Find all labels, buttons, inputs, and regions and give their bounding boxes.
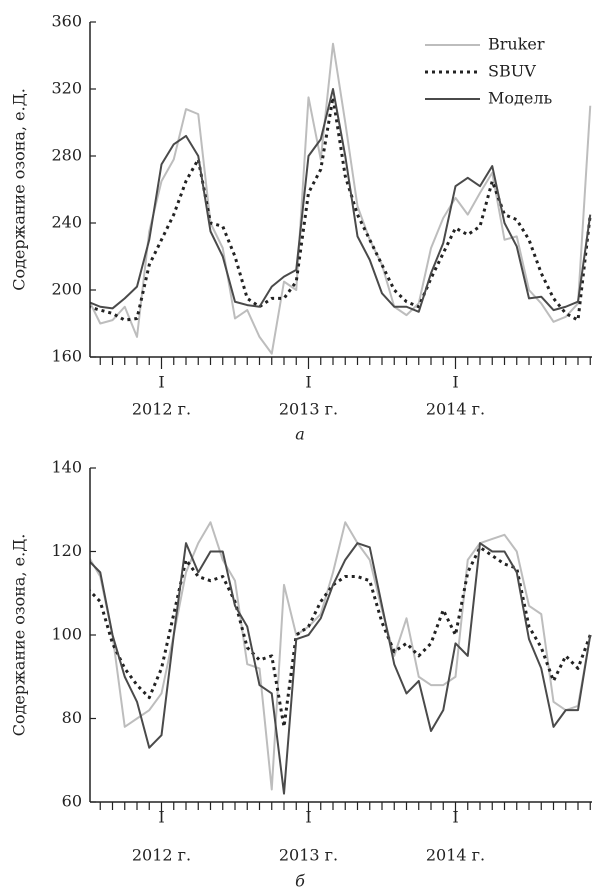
- y-tick-label: 320: [51, 79, 82, 98]
- series-line: [90, 95, 592, 322]
- series-line: [90, 88, 592, 313]
- x-tick-label: I: [158, 373, 164, 392]
- series-line: [90, 521, 592, 791]
- legend-label: Bruker: [488, 35, 545, 54]
- year-label: 2014 г.: [426, 846, 485, 865]
- y-tick-label: 200: [51, 280, 82, 299]
- y-axis-label: Содержание озона, е.Д.: [10, 88, 29, 291]
- year-label: 2012 г.: [132, 400, 191, 419]
- series-line: [90, 42, 592, 355]
- series-line: [90, 542, 592, 795]
- y-tick-label: 160: [51, 347, 82, 366]
- y-tick-label: 280: [51, 146, 82, 165]
- y-tick-label: 80: [62, 708, 82, 727]
- x-tick-label: I: [305, 808, 311, 827]
- year-label: 2013 г.: [279, 846, 338, 865]
- y-tick-label: 120: [51, 541, 82, 560]
- legend-label: SBUV: [488, 62, 536, 81]
- x-tick-label: I: [305, 373, 311, 392]
- year-label: 2012 г.: [132, 846, 191, 865]
- x-tick-label: I: [452, 373, 458, 392]
- series-line: [90, 545, 592, 729]
- panel-label: а: [295, 425, 305, 444]
- y-tick-label: 140: [51, 458, 82, 477]
- y-tick-label: 240: [51, 213, 82, 232]
- year-label: 2014 г.: [426, 400, 485, 419]
- legend-label: Модель: [488, 89, 553, 108]
- y-tick-label: 360: [51, 12, 82, 31]
- panel-label: б: [295, 872, 305, 891]
- y-axis-label: Содержание озона, е.Д.: [10, 534, 29, 737]
- y-tick-label: 60: [62, 792, 82, 811]
- year-label: 2013 г.: [279, 400, 338, 419]
- y-tick-label: 100: [51, 625, 82, 644]
- x-tick-label: I: [158, 808, 164, 827]
- x-tick-label: I: [452, 808, 458, 827]
